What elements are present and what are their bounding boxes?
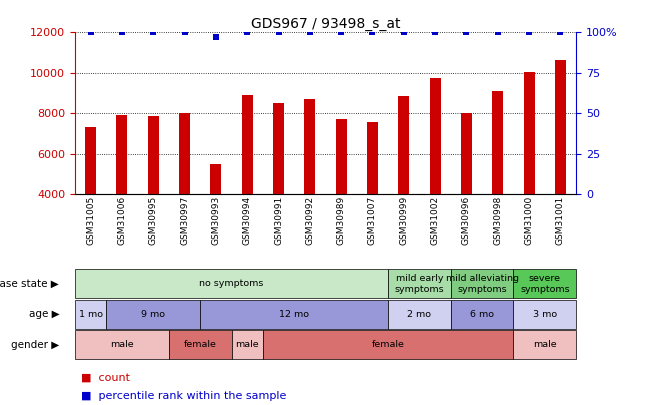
- Bar: [169, 330, 232, 359]
- Bar: [201, 300, 388, 329]
- Text: mild early
symptoms: mild early symptoms: [395, 274, 444, 294]
- Text: female: female: [372, 340, 404, 349]
- Bar: [461, 113, 472, 194]
- Bar: [514, 300, 576, 329]
- Bar: [450, 300, 514, 329]
- Bar: [85, 126, 96, 194]
- Bar: [514, 269, 576, 298]
- Bar: [75, 269, 388, 298]
- Text: male: male: [533, 340, 557, 349]
- Text: severe
symptoms: severe symptoms: [520, 274, 570, 294]
- Bar: [273, 103, 284, 194]
- Text: 1 mo: 1 mo: [79, 310, 102, 319]
- Bar: [148, 116, 159, 194]
- Text: ■  percentile rank within the sample: ■ percentile rank within the sample: [81, 391, 286, 401]
- Text: 6 mo: 6 mo: [470, 310, 494, 319]
- Title: GDS967 / 93498_s_at: GDS967 / 93498_s_at: [251, 17, 400, 31]
- Bar: [232, 330, 263, 359]
- Bar: [430, 78, 441, 194]
- Bar: [179, 113, 190, 194]
- Bar: [106, 300, 201, 329]
- Text: 3 mo: 3 mo: [533, 310, 557, 319]
- Text: disease state ▶: disease state ▶: [0, 279, 59, 289]
- Bar: [523, 72, 534, 194]
- Text: 2 mo: 2 mo: [408, 310, 432, 319]
- Bar: [117, 115, 128, 194]
- Text: male: male: [110, 340, 133, 349]
- Text: male: male: [236, 340, 259, 349]
- Bar: [367, 122, 378, 194]
- Bar: [305, 99, 315, 194]
- Bar: [242, 95, 253, 194]
- Text: female: female: [184, 340, 217, 349]
- Bar: [388, 300, 450, 329]
- Text: ■  count: ■ count: [81, 373, 130, 382]
- Bar: [263, 330, 514, 359]
- Text: 9 mo: 9 mo: [141, 310, 165, 319]
- Bar: [492, 91, 503, 194]
- Text: 12 mo: 12 mo: [279, 310, 309, 319]
- Bar: [336, 119, 346, 194]
- Bar: [75, 300, 106, 329]
- Bar: [210, 164, 221, 194]
- Bar: [388, 269, 450, 298]
- Text: no symptoms: no symptoms: [199, 279, 264, 288]
- Bar: [555, 60, 566, 194]
- Bar: [75, 330, 169, 359]
- Bar: [398, 96, 409, 194]
- Text: gender ▶: gender ▶: [11, 340, 59, 350]
- Bar: [450, 269, 514, 298]
- Text: mild alleviating
symptoms: mild alleviating symptoms: [446, 274, 519, 294]
- Text: age ▶: age ▶: [29, 309, 59, 319]
- Bar: [514, 330, 576, 359]
